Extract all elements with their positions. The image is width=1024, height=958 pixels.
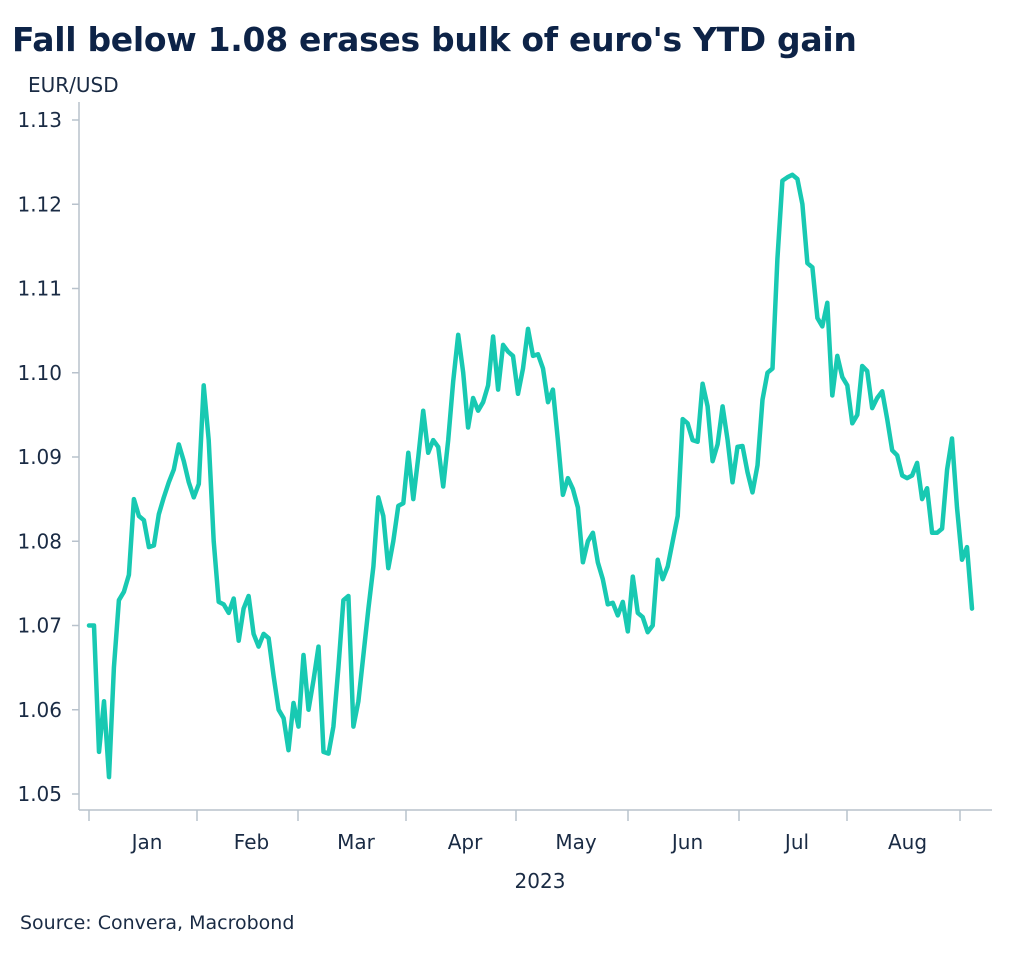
x-tick-label-aug: Aug (888, 830, 927, 854)
y-tick-label: 1.06 (17, 698, 62, 722)
y-tick-label: 1.12 (17, 192, 62, 216)
y-axis-title: EUR/USD (28, 73, 119, 97)
y-tick-label: 1.13 (17, 108, 62, 132)
y-tick-label: 1.07 (17, 614, 62, 638)
y-ticks: 1.05 1.06 1.07 1.08 1.09 1.10 1.11 1.12 1.13 (17, 108, 79, 806)
source-note: Source: Convera, Macrobond (20, 912, 295, 934)
y-tick-label: 1.10 (17, 361, 62, 385)
x-tick-label-may: May (555, 830, 597, 854)
x-ticks: Jan Feb Mar Apr May Jun Jul Aug (88, 810, 961, 854)
y-tick-label: 1.08 (17, 529, 62, 553)
x-tick-label-feb: Feb (234, 830, 269, 854)
x-tick-label-apr: Apr (448, 830, 483, 854)
x-tick-label-jan: Jan (130, 830, 163, 854)
y-tick-label: 1.09 (17, 445, 62, 469)
series-line-eurusd (86, 172, 975, 780)
x-axis-title: 2023 (515, 869, 566, 893)
y-tick-label: 1.11 (17, 277, 62, 301)
chart-title: Fall below 1.08 erases bulk of euro's YT… (12, 20, 857, 59)
y-tick-label: 1.05 (17, 782, 62, 806)
x-tick-label-jul: Jul (783, 830, 809, 854)
x-tick-label-mar: Mar (337, 830, 376, 854)
x-tick-label-jun: Jun (670, 830, 703, 854)
